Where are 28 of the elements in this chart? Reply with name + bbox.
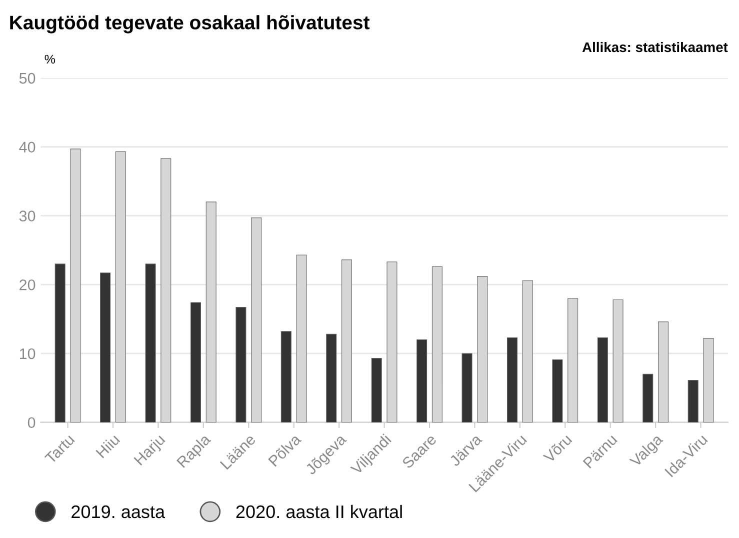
x-tick-label: Võru: [542, 434, 572, 464]
bar: [236, 307, 246, 422]
y-tick-label: 20: [20, 279, 36, 290]
text: Allikas: statistikaamet: [582, 42, 728, 52]
x-tick-label: Hiiu: [95, 433, 120, 458]
y-tick-label: 0: [28, 417, 36, 428]
y-tick-label: 10: [20, 348, 36, 360]
bar: [54, 264, 66, 422]
bar: [280, 331, 292, 422]
bar: [642, 374, 654, 422]
bar: [552, 359, 563, 422]
y-tick-label: 40: [19, 142, 36, 153]
legend-label: 2020. aasta II kvartal: [236, 504, 402, 518]
chart-title: Kaugtööd tegevate osakaal hõivatutest: [10, 15, 370, 34]
bar: [506, 337, 518, 422]
bar: [688, 380, 698, 422]
bar: [326, 334, 337, 422]
bar: [462, 353, 472, 422]
bar: [190, 302, 201, 422]
legend-label: 2019. aasta: [72, 505, 166, 518]
bar: [100, 272, 111, 422]
bar: [145, 264, 156, 422]
bar: [371, 358, 382, 422]
y-tick-label: 50: [19, 72, 36, 84]
bar: [597, 337, 608, 422]
y-tick-label: 30: [19, 210, 36, 222]
bar: [416, 339, 428, 422]
y-axis-title: %: [44, 54, 56, 64]
